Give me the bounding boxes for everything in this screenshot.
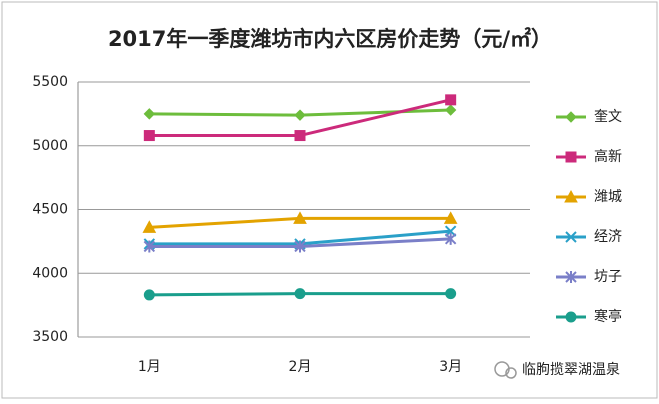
marker	[143, 130, 155, 142]
marker	[294, 240, 306, 253]
watermark-icon	[494, 361, 517, 379]
marker	[294, 130, 306, 142]
y-tick-label: 4000	[32, 265, 68, 281]
marker	[565, 111, 577, 123]
marker	[293, 211, 307, 224]
marker	[443, 211, 458, 224]
marker	[565, 311, 577, 323]
marker	[294, 109, 306, 121]
marker	[294, 288, 306, 300]
y-tick-label: 4500	[32, 202, 68, 218]
marker	[565, 151, 577, 163]
marker	[445, 94, 457, 106]
watermark: 临朐揽翠湖温泉	[522, 361, 620, 378]
marker	[565, 231, 577, 243]
marker	[445, 288, 457, 300]
marker	[142, 220, 157, 233]
x-tick-label: 1月	[138, 359, 161, 375]
marker	[444, 104, 457, 116]
marker	[565, 271, 577, 283]
legend-label: 经济	[594, 229, 622, 245]
y-tick-label: 3500	[32, 329, 68, 345]
y-tick-label: 5500	[32, 74, 68, 90]
marker	[143, 289, 155, 301]
legend-label: 寒亭	[594, 308, 622, 325]
marker	[444, 232, 457, 245]
legend-label: 坊子	[594, 269, 622, 285]
marker	[564, 189, 578, 203]
y-tick-label: 5000	[32, 138, 68, 154]
legend-label: 潍城	[594, 189, 622, 205]
marker	[143, 108, 156, 120]
marker	[143, 240, 156, 253]
chart-title: 2017年一季度潍坊市内六区房价走势（元/㎡）	[108, 27, 552, 51]
x-tick-label: 3月	[439, 359, 462, 375]
legend-label: 高新	[594, 148, 622, 165]
x-tick-label: 2月	[289, 359, 312, 375]
legend-label: 奎文	[594, 109, 622, 125]
